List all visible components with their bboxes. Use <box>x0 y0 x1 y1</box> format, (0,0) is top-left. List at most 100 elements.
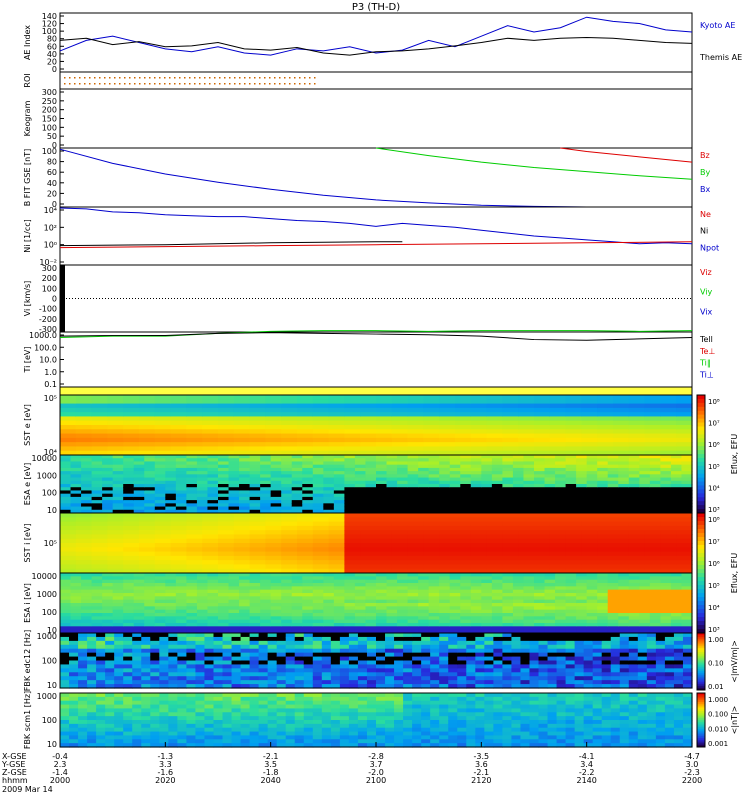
heatmap-cell <box>523 484 535 488</box>
heatmap-cell <box>639 626 651 631</box>
heatmap-cell <box>491 573 503 577</box>
heatmap-cell <box>618 458 630 463</box>
heatmap-cell <box>628 517 646 523</box>
heatmap-cell <box>240 633 251 638</box>
heatmap-cell <box>123 455 135 459</box>
heatmap-cell <box>323 586 335 591</box>
heatmap-cell <box>664 633 675 638</box>
heatmap-cell <box>502 500 514 504</box>
heatmap-cell <box>165 506 177 511</box>
heatmap-cell <box>360 429 377 435</box>
heatmap-cell <box>660 437 677 443</box>
heatmap-cell <box>81 619 93 624</box>
heatmap-cell <box>297 420 314 426</box>
heatmap-cell <box>228 490 240 495</box>
heatmap-cell <box>538 656 549 662</box>
roi-dot <box>164 77 166 79</box>
heatmap-cell <box>297 517 314 523</box>
heatmap-cell <box>91 496 103 501</box>
heatmap-cell <box>681 480 693 485</box>
heatmap-cell <box>333 458 345 463</box>
heatmap-cell <box>69 672 79 677</box>
heatmap-cell <box>139 399 156 405</box>
heatmap-cell <box>455 420 472 426</box>
heatmap-cell <box>123 395 140 400</box>
heatmap-cell <box>321 720 332 725</box>
heatmap-cell <box>502 530 519 536</box>
heatmap-cell <box>565 464 577 469</box>
roi-dot <box>184 83 186 85</box>
heatmap-cell <box>376 461 388 466</box>
heatmap-cell <box>133 623 145 627</box>
heatmap-cell <box>186 708 197 713</box>
heatmap-cell <box>218 573 230 577</box>
heatmap-cell <box>628 551 646 557</box>
heatmap-cell <box>276 684 287 689</box>
heatmap-cell <box>228 609 240 614</box>
heatmap-cell <box>681 616 693 621</box>
y-axis-label: Ti [eV] <box>23 346 32 373</box>
heatmap-cell <box>333 609 345 614</box>
heatmap-cell <box>649 493 661 498</box>
heatmap-cell <box>170 534 187 540</box>
heatmap-cell <box>202 442 219 448</box>
heatmap-cell <box>270 589 282 594</box>
roi-dot <box>194 83 196 85</box>
heatmap-cell <box>159 648 169 654</box>
heatmap-cell <box>112 616 124 621</box>
heatmap-cell <box>628 534 646 540</box>
roi-dot <box>99 77 101 79</box>
heatmap-cell <box>60 464 72 469</box>
heatmap-cell <box>502 403 519 409</box>
heatmap-cell <box>78 640 88 646</box>
heatmap-cell <box>386 589 398 594</box>
heatmap-cell <box>70 455 82 459</box>
heatmap-cell <box>291 493 303 498</box>
heatmap-cell <box>597 477 609 482</box>
heatmap-cell <box>597 606 609 611</box>
heatmap-cell <box>303 693 314 698</box>
heatmap-cell <box>91 420 108 426</box>
heatmap-cell <box>586 509 598 514</box>
heatmap-cell <box>610 640 621 646</box>
heatmap-cell <box>597 560 614 566</box>
heatmap-cell <box>258 676 269 681</box>
heatmap-cell <box>144 629 156 634</box>
heatmap-cell <box>333 603 345 607</box>
heatmap-cell <box>196 573 209 577</box>
heatmap-cell <box>502 420 519 426</box>
heatmap-cell <box>583 652 594 658</box>
heatmap-cell <box>386 623 398 627</box>
heatmap-cell <box>676 513 693 518</box>
heatmap-cell <box>376 603 388 607</box>
heatmap-cell <box>202 513 219 518</box>
heatmap-cell <box>218 458 230 463</box>
heatmap-cell <box>613 555 630 561</box>
heatmap-cell <box>114 739 124 744</box>
heatmap-cell <box>87 656 97 662</box>
heatmap-cell <box>186 583 198 587</box>
heatmap-cell <box>69 664 79 669</box>
heatmap-cell <box>655 656 666 662</box>
heatmap-cell <box>619 640 630 646</box>
heatmap-cell <box>534 429 551 435</box>
heatmap-cell <box>610 664 621 669</box>
heatmap-cell <box>222 712 233 717</box>
heatmap-cell <box>91 613 103 617</box>
heatmap-cell <box>391 551 409 557</box>
heatmap-cell <box>460 467 472 472</box>
heatmap-cell <box>394 652 404 658</box>
heatmap-cell <box>618 603 630 607</box>
heatmap-cell <box>581 513 598 518</box>
heatmap-cell <box>312 589 324 594</box>
heatmap-cell <box>639 589 651 594</box>
heatmap-cell <box>394 644 404 650</box>
y-tick-label: 1000.0 <box>29 331 57 340</box>
heatmap-cell <box>439 513 456 518</box>
heatmap-cell <box>484 668 494 673</box>
heatmap-cell <box>644 568 661 574</box>
heatmap-cell <box>258 743 269 748</box>
heatmap-cell <box>344 420 361 426</box>
heatmap-cell <box>547 640 558 646</box>
